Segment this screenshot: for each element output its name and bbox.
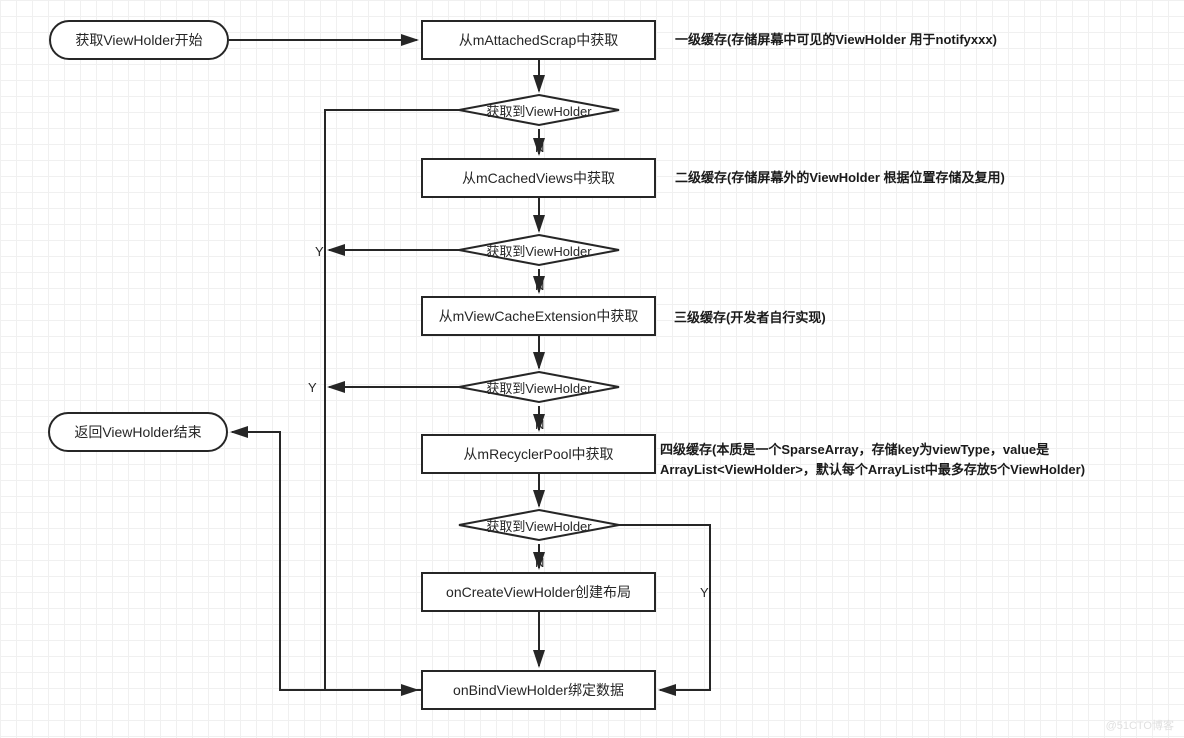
- d3-label: 获取到ViewHolder: [486, 378, 591, 397]
- process-recycler-pool: 从mRecyclerPool中获取: [421, 434, 656, 474]
- end-node: 返回ViewHolder结束: [48, 412, 228, 452]
- edge-n3: N: [535, 417, 544, 432]
- process-create-viewholder: onCreateViewHolder创建布局: [421, 572, 656, 612]
- p5-label: onCreateViewHolder创建布局: [446, 582, 631, 602]
- p6-label: onBindViewHolder绑定数据: [453, 680, 624, 700]
- p4-label: 从mRecyclerPool中获取: [463, 444, 613, 464]
- edge-y1: Y: [315, 244, 324, 259]
- p3-label: 从mViewCacheExtension中获取: [439, 306, 639, 326]
- annotation-cache-3: 三级缓存(开发者自行实现): [674, 308, 826, 328]
- p2-label: 从mCachedViews中获取: [462, 168, 615, 188]
- decision-1: 获取到ViewHolder: [459, 95, 619, 125]
- edge-y3: Y: [700, 585, 709, 600]
- edge-n2: N: [535, 278, 544, 293]
- decision-4: 获取到ViewHolder: [459, 510, 619, 540]
- decision-3: 获取到ViewHolder: [459, 372, 619, 402]
- edge-n1: N: [535, 140, 544, 155]
- process-cached-views: 从mCachedViews中获取: [421, 158, 656, 198]
- watermark: @51CTO博客: [1106, 717, 1174, 733]
- edge-n4: N: [535, 555, 544, 570]
- annotation-cache-1: 一级缓存(存储屏幕中可见的ViewHolder 用于notifyxxx): [675, 30, 997, 50]
- process-bind-viewholder: onBindViewHolder绑定数据: [421, 670, 656, 710]
- p1-label: 从mAttachedScrap中获取: [459, 30, 619, 50]
- end-label: 返回ViewHolder结束: [74, 422, 201, 442]
- annotation-cache-4: 四级缓存(本质是一个SparseArray，存储key为viewType，val…: [660, 440, 1170, 479]
- d1-label: 获取到ViewHolder: [486, 101, 591, 120]
- start-label: 获取ViewHolder开始: [75, 30, 202, 50]
- process-view-cache-extension: 从mViewCacheExtension中获取: [421, 296, 656, 336]
- d2-label: 获取到ViewHolder: [486, 241, 591, 260]
- edge-y2: Y: [308, 380, 317, 395]
- start-node: 获取ViewHolder开始: [49, 20, 229, 60]
- process-attached-scrap: 从mAttachedScrap中获取: [421, 20, 656, 60]
- d4-label: 获取到ViewHolder: [486, 516, 591, 535]
- decision-2: 获取到ViewHolder: [459, 235, 619, 265]
- annotation-cache-2: 二级缓存(存储屏幕外的ViewHolder 根据位置存储及复用): [675, 168, 1005, 188]
